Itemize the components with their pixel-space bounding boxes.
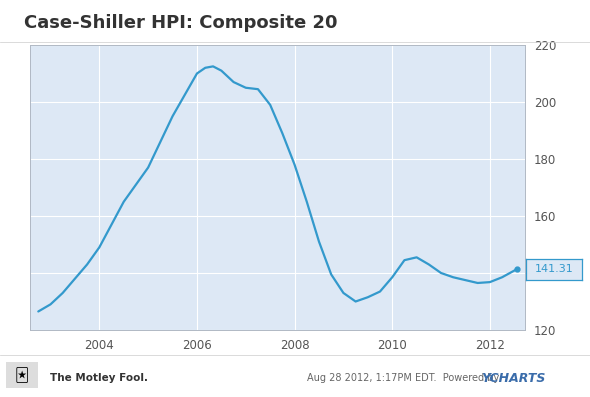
Text: YCHARTS: YCHARTS	[481, 372, 545, 385]
Text: Aug 28 2012, 1:17PM EDT.  Powered by: Aug 28 2012, 1:17PM EDT. Powered by	[307, 373, 502, 383]
Text: The Motley Fool.: The Motley Fool.	[50, 373, 148, 383]
Text: 141.31: 141.31	[535, 264, 573, 274]
Text: Case-Shiller HPI: Composite 20: Case-Shiller HPI: Composite 20	[24, 14, 337, 32]
Text: 🃏: 🃏	[15, 367, 30, 383]
